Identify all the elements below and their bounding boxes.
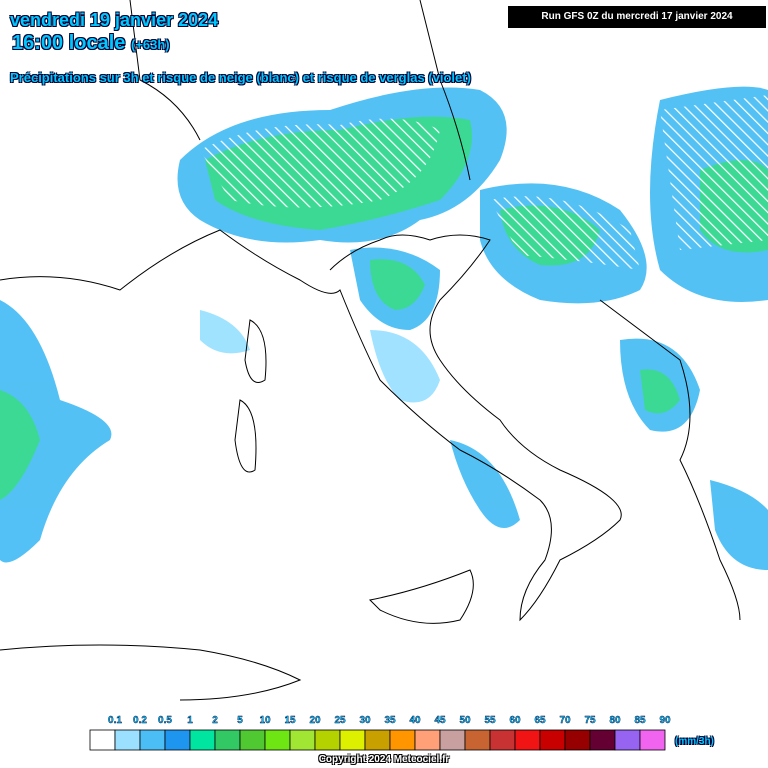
legend-swatch [339,729,366,751]
legend-swatch [614,729,641,751]
legend-swatch [314,729,341,751]
legend-swatch [364,729,391,751]
copyright: Copyright 2024 Meteociel.fr [318,754,450,765]
legend-label: 80 [609,715,621,726]
time-text: 16:00 locale [12,32,126,54]
legend-label: 55 [484,715,496,726]
legend-swatch [164,729,191,751]
legend-swatch [439,729,466,751]
legend-swatch [189,729,216,751]
legend-label: 0.2 [133,715,147,726]
legend-label: 2 [212,715,218,726]
legend-swatch [564,729,591,751]
legend-swatch [389,729,416,751]
legend-swatch [214,729,241,751]
legend-swatch [589,729,616,751]
legend-label: 15 [284,715,296,726]
date: vendredi 19 janvier 2024 [10,10,219,30]
legend-swatch [639,729,666,751]
legend-label: 0.1 [108,715,122,726]
legend-swatch [464,729,491,751]
legend-swatch [264,729,291,751]
legend-swatch [414,729,441,751]
run-info: Run GFS 0Z du mercredi 17 janvier 2024 [508,6,766,28]
legend-label: 75 [584,715,596,726]
legend-label: 35 [384,715,396,726]
legend-swatch [539,729,566,751]
legend-label: 1 [187,715,193,726]
legend-swatch [139,729,166,751]
time: 16:00 locale (+63h) [12,32,170,55]
coastlines [0,0,741,701]
legend-label: 5 [237,715,243,726]
legend-swatch [514,729,541,751]
legend-label: 25 [334,715,346,726]
lead: (+63h) [130,37,170,52]
legend-label: 20 [309,715,321,726]
legend-swatch [114,729,141,751]
legend-label: 0.5 [158,715,172,726]
legend-label: 70 [559,715,571,726]
legend-label: 60 [509,715,521,726]
legend-label: 90 [659,715,671,726]
legend-label: 40 [409,715,421,726]
subtitle: Précipitations sur 3h et risque de neige… [10,70,471,85]
legend-swatch [239,729,266,751]
legend-swatch [489,729,516,751]
legend-label: 30 [359,715,371,726]
legend-swatch [89,729,116,751]
legend: 0.1 0.2 0.5 1 2 5 10 15 20 25 30 35 40 45 50 55 60 65 70 75… [89,715,671,751]
legend-label: 85 [634,715,646,726]
legend-swatch [289,729,316,751]
precip [0,86,768,570]
legend-label: 65 [534,715,546,726]
unit: (mm/3h) [675,736,714,747]
legend-label: 50 [459,715,471,726]
legend-label: 45 [434,715,446,726]
legend-label: 10 [259,715,271,726]
